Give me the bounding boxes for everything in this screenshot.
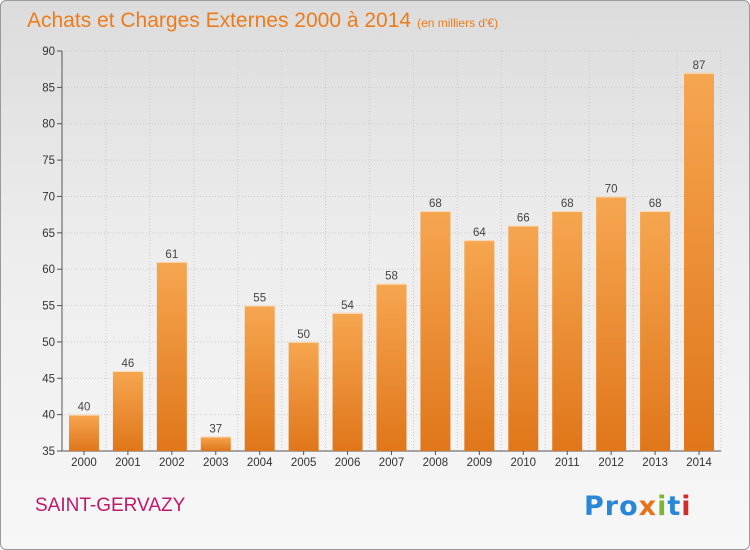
y-tick-labels: 35 40 45 50 55 60 65 70 75 80 85 90 (42, 46, 55, 458)
data-label: 46 (122, 358, 135, 370)
bar (332, 312, 363, 451)
bar (112, 371, 143, 451)
y-tick-label: 50 (42, 337, 55, 349)
data-label: 68 (561, 198, 574, 210)
data-label: 50 (297, 329, 310, 341)
bar (68, 414, 99, 451)
bar (156, 261, 187, 451)
data-label: 66 (517, 213, 530, 225)
x-tick-label: 2012 (598, 457, 624, 469)
bars (68, 72, 715, 452)
bar (508, 225, 539, 451)
data-label: 40 (78, 402, 91, 414)
proxiti-logo[interactable]: Proxiti (584, 491, 692, 522)
x-tick-label: 2001 (115, 457, 141, 469)
x-tick-label: 2009 (467, 457, 493, 469)
logo-part-3: i (657, 491, 668, 522)
chart-title: Achats et Charges Externes 2000 à 2014 (e… (27, 9, 498, 33)
bar (420, 211, 451, 451)
bar (464, 240, 495, 451)
x-tick-label: 2013 (642, 457, 668, 469)
data-labels: 40 46 61 37 55 50 54 58 68 64 66 68 70 68 87 (78, 60, 706, 436)
bar (200, 436, 231, 451)
data-label: 61 (165, 249, 178, 261)
logo-part-5: i (681, 491, 692, 522)
data-label: 64 (473, 227, 486, 239)
y-tick-label: 70 (42, 191, 55, 203)
y-tick-label: 35 (42, 446, 55, 458)
commune-name: SAINT-GERVAZY (35, 495, 186, 516)
data-label: 70 (605, 183, 618, 195)
logo-part-4: t (667, 491, 682, 522)
x-tick-labels: 2000 2001 2002 2003 2004 2005 2006 2007 2008 2009… (71, 457, 712, 469)
x-tick-label: 2014 (686, 457, 712, 469)
y-tick-label: 85 (42, 82, 55, 94)
y-tick-label: 45 (42, 373, 55, 385)
x-tick-label: 2008 (423, 457, 449, 469)
data-label: 68 (649, 198, 662, 210)
data-label: 37 (209, 423, 222, 435)
logo-part-1: Pro (584, 491, 639, 522)
bar (244, 305, 275, 451)
x-tick-label: 2003 (203, 457, 229, 469)
bar (552, 211, 583, 451)
y-tick-label: 65 (42, 228, 55, 240)
data-label: 68 (429, 198, 442, 210)
y-tick-label: 40 (42, 410, 55, 422)
x-tick-label: 2000 (71, 457, 97, 469)
data-label: 55 (253, 293, 266, 305)
x-tick-label: 2004 (247, 457, 273, 469)
logo-part-2: x (638, 491, 658, 522)
x-tick-label: 2007 (379, 457, 405, 469)
data-label: 54 (341, 300, 354, 312)
x-tick-label: 2011 (555, 457, 580, 469)
bar (684, 72, 715, 452)
chart-subtitle: (en milliers d'€) (417, 16, 499, 30)
y-tick-label: 55 (42, 301, 55, 313)
x-tick-label: 2006 (335, 457, 361, 469)
x-tick-label: 2010 (511, 457, 537, 469)
y-tick-label: 75 (42, 155, 55, 167)
x-tick-label: 2002 (159, 457, 185, 469)
bar (376, 283, 407, 451)
y-tick-label: 80 (42, 119, 55, 131)
y-tick-label: 60 (42, 264, 55, 276)
data-label: 87 (693, 60, 706, 72)
bar (596, 196, 627, 451)
data-label: 58 (385, 271, 398, 283)
chart-title-text: Achats et Charges Externes 2000 à 2014 (27, 9, 412, 32)
bar (288, 341, 319, 451)
bar (640, 211, 671, 451)
x-tick-label: 2005 (291, 457, 317, 469)
y-tick-label: 90 (42, 46, 55, 58)
